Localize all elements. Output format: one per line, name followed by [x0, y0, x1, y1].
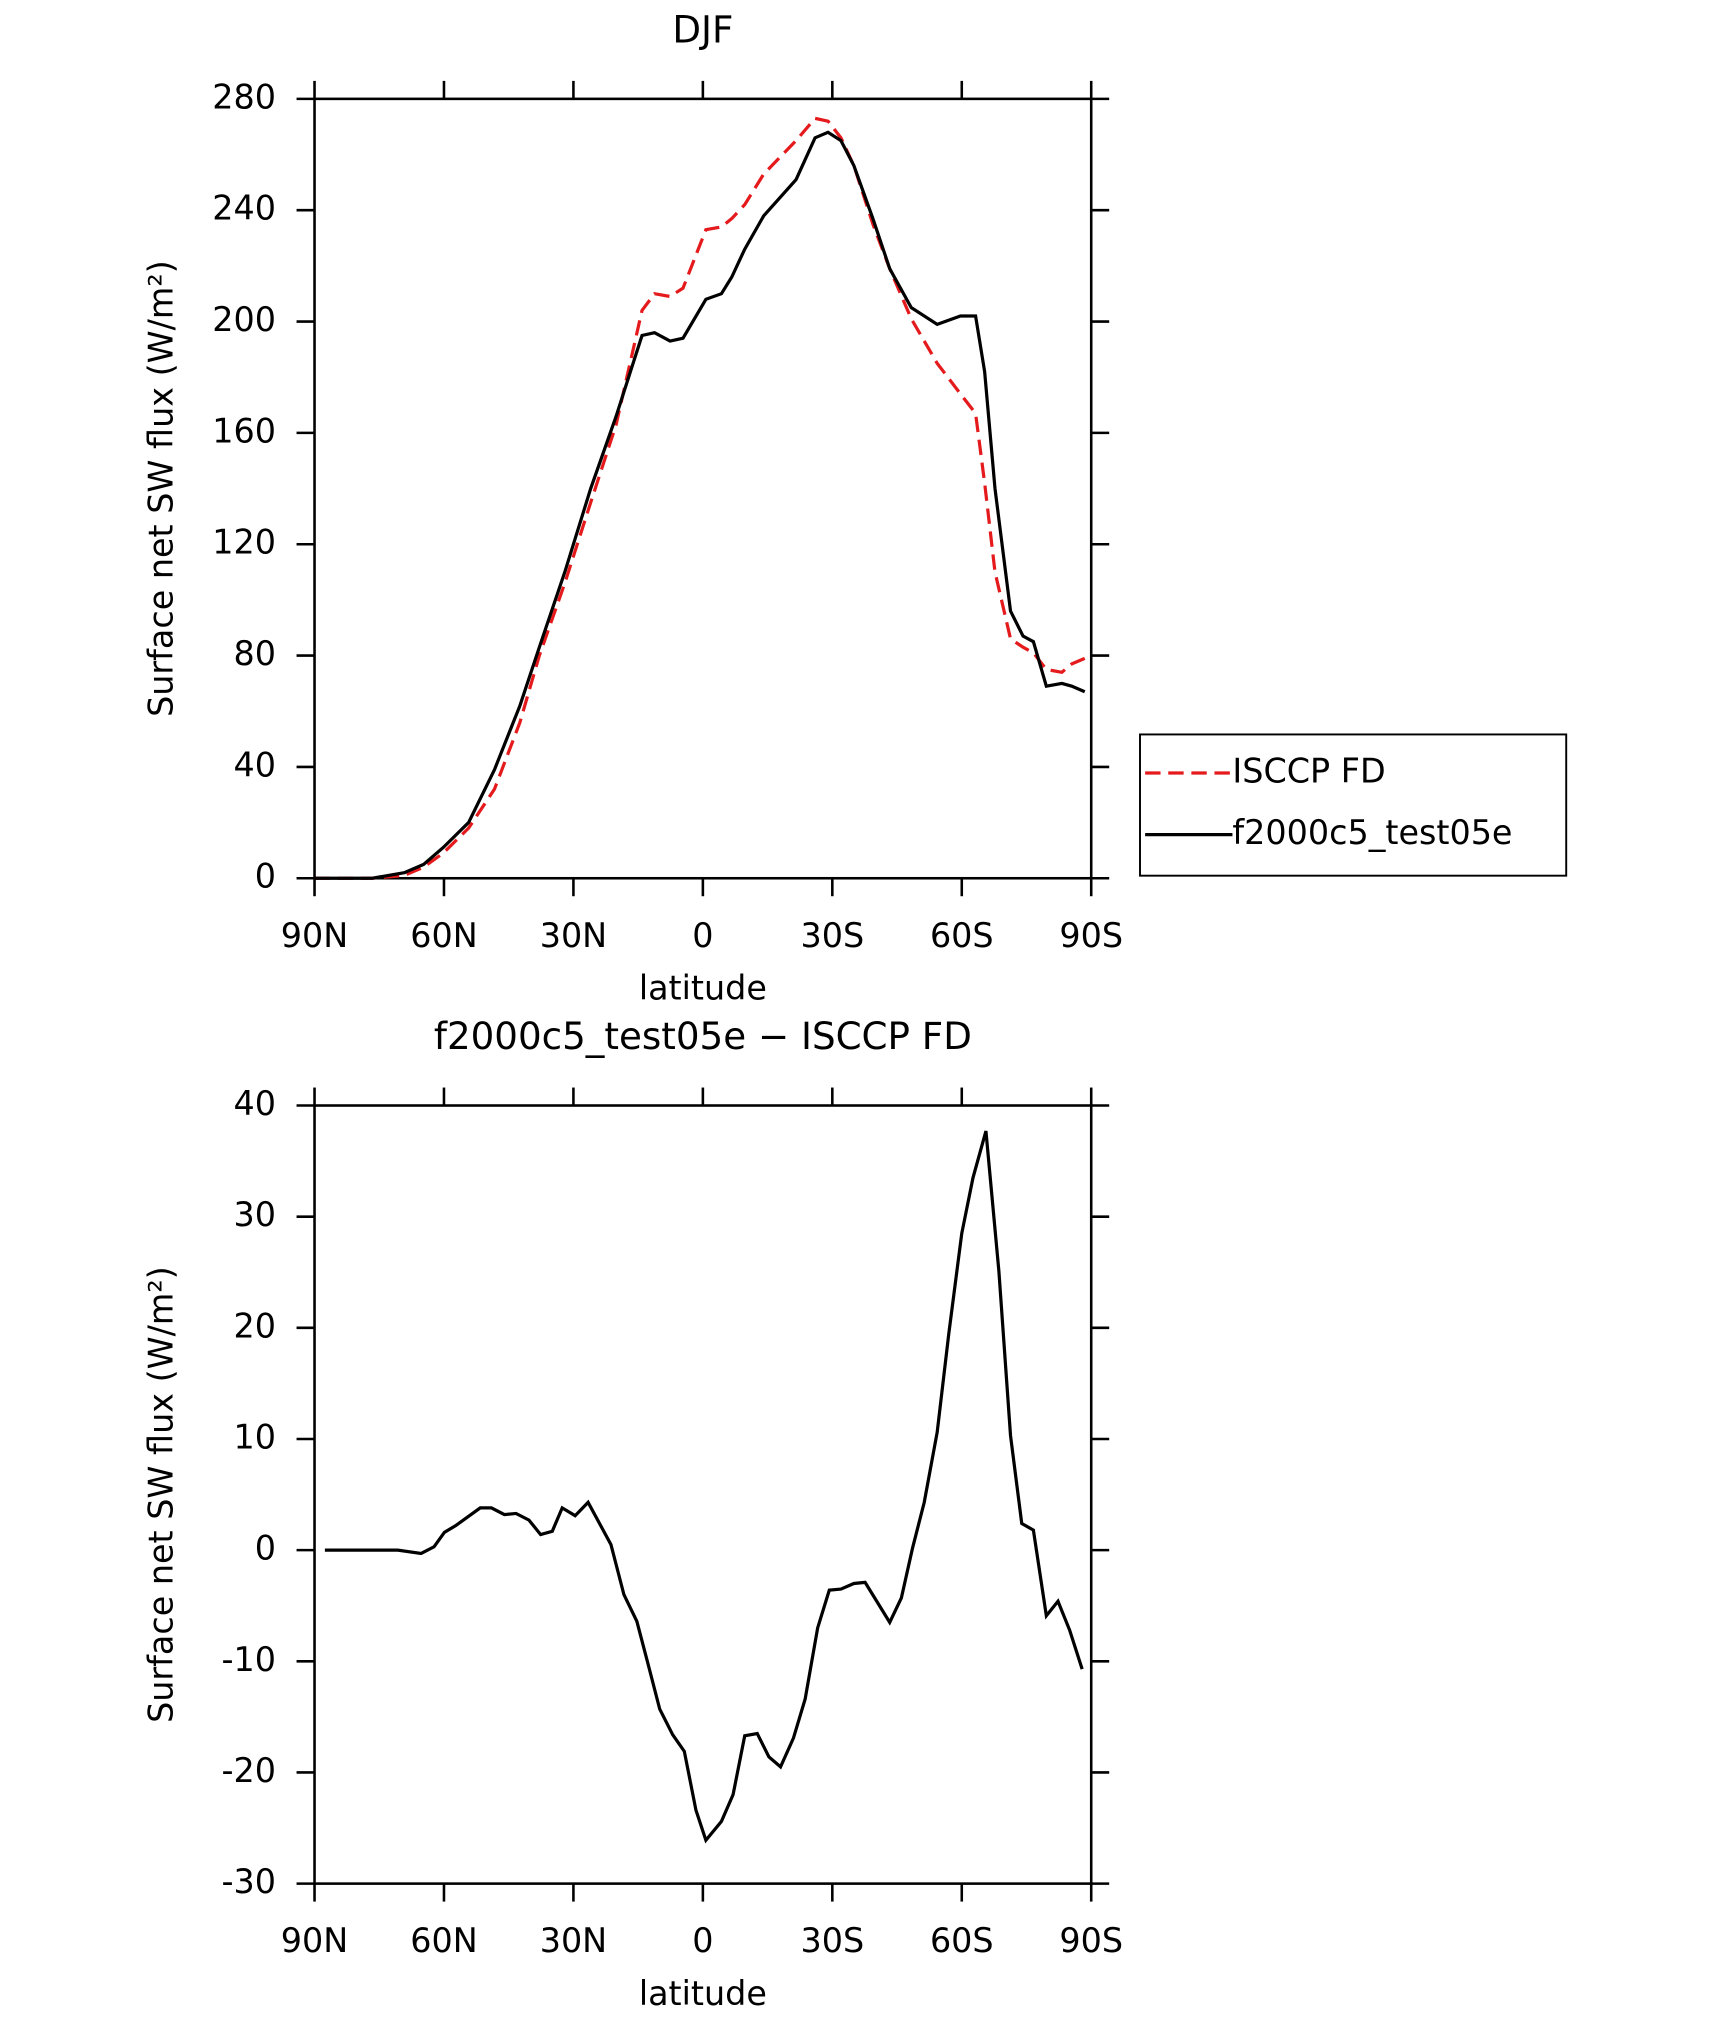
y-tick-label: 40	[234, 1084, 276, 1123]
plot-frame	[313, 1104, 1093, 1885]
x-tick-label: 0	[692, 916, 713, 955]
legend-label: f2000c5_test05e	[1232, 813, 1512, 852]
y-tick-label: 30	[234, 1195, 276, 1234]
chart-title: f2000c5_test05e − ISCCP FD	[434, 1014, 972, 1058]
x-tick-label: 90S	[1059, 916, 1123, 955]
y-tick-label: 40	[234, 745, 276, 784]
legend-frame	[1139, 733, 1568, 877]
y-tick-label: 120	[212, 523, 276, 562]
y-axis-label: Surface net SW flux (W/m²)	[142, 1266, 181, 1723]
x-tick-label: 30S	[800, 1921, 864, 1960]
x-tick-label: 30N	[540, 1921, 607, 1960]
y-tick-label: 20	[234, 1306, 276, 1345]
y-tick-label: 80	[234, 634, 276, 673]
x-tick-label: 60S	[930, 916, 994, 955]
x-tick-label: 60N	[410, 1921, 477, 1960]
y-tick-label: 10	[234, 1417, 276, 1456]
y-axis-label: Surface net SW flux (W/m²)	[142, 260, 181, 717]
x-tick-label: 0	[692, 1921, 713, 1960]
plot: DJF latitude Surface net SW flux (W/m²) 0 40…	[142, 8, 1568, 1007]
data-line	[314, 116, 1086, 880]
y-tick-label: -30	[222, 1862, 277, 1901]
x-tick-label: 60S	[930, 1921, 994, 1960]
x-axis-label: latitude	[639, 968, 767, 1007]
data-line	[324, 1130, 1084, 1844]
y-tick-label: 200	[212, 300, 276, 339]
y-tick-label: 0	[255, 1529, 276, 1568]
data-line	[314, 130, 1086, 880]
y-tick-label: 160	[212, 411, 276, 450]
x-tick-label: 30S	[800, 916, 864, 955]
y-tick-label: 0	[255, 857, 276, 896]
y-tick-label: 280	[212, 77, 276, 116]
x-tick-label: 60N	[410, 916, 477, 955]
y-tick-label: -20	[222, 1751, 277, 1790]
chart-title: DJF	[672, 8, 733, 52]
y-tick-label: 240	[212, 189, 276, 228]
x-tick-label: 90N	[281, 1921, 348, 1960]
plot-frame	[313, 97, 1093, 880]
x-tick-label: 30N	[540, 916, 607, 955]
legend-label: ISCCP FD	[1232, 751, 1385, 790]
y-tick-label: -10	[222, 1640, 277, 1679]
plot: f2000c5_test05e − ISCCP FD latitude Surfac…	[142, 1014, 1123, 2013]
x-tick-label: 90N	[281, 916, 348, 955]
x-tick-label: 90S	[1059, 1921, 1123, 1960]
x-axis-label: latitude	[639, 1974, 767, 2013]
